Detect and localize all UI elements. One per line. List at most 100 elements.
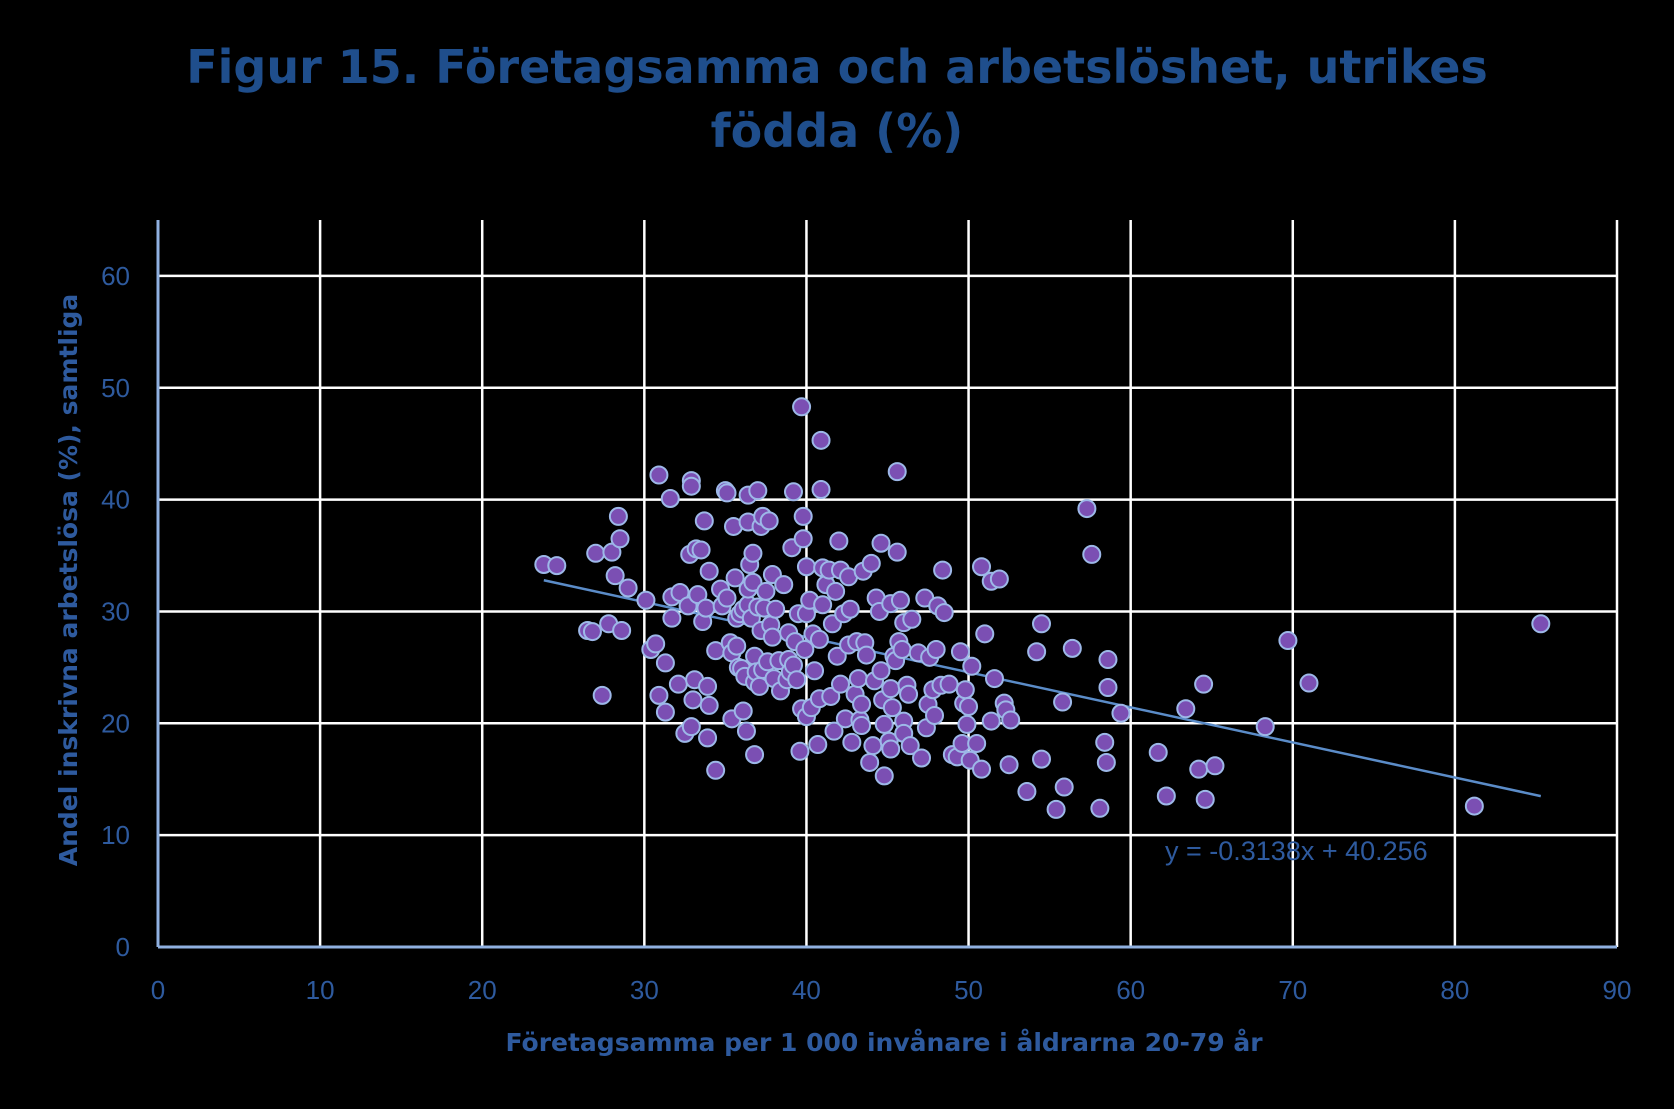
data-point	[874, 766, 894, 786]
data-point	[547, 556, 567, 576]
y-tick-label: 20	[101, 708, 130, 738]
data-point	[808, 735, 828, 755]
data-point	[821, 686, 841, 706]
data-point	[792, 397, 812, 417]
y-tick-label: 40	[101, 485, 130, 515]
data-point	[926, 639, 946, 659]
data-point	[874, 714, 894, 734]
data-point	[1098, 678, 1118, 698]
data-point	[766, 599, 786, 619]
data-point	[962, 656, 982, 676]
data-point	[698, 676, 718, 696]
data-point	[842, 732, 862, 752]
data-point	[743, 572, 763, 592]
data-point	[681, 717, 701, 737]
x-tick-label: 60	[1116, 975, 1145, 1005]
data-point	[1156, 786, 1176, 806]
data-point	[586, 543, 606, 563]
data-point	[717, 588, 737, 608]
data-points	[534, 397, 1551, 819]
data-point	[1001, 710, 1021, 730]
data-point	[736, 721, 756, 741]
data-point	[887, 542, 907, 562]
data-point	[649, 465, 669, 485]
data-point	[852, 694, 872, 714]
data-point	[582, 622, 602, 642]
data-point	[759, 511, 779, 531]
data-point	[925, 705, 945, 725]
x-tick-label: 20	[468, 975, 497, 1005]
data-point	[939, 674, 959, 694]
data-point	[787, 670, 807, 690]
data-point	[681, 476, 701, 496]
data-point	[725, 568, 745, 588]
data-point	[668, 674, 688, 694]
data-point	[950, 642, 970, 662]
data-point	[967, 733, 987, 753]
data-point	[743, 543, 763, 563]
data-point	[655, 702, 675, 722]
tick-labels: 0 10 20 30 40 50 60 70 80 90 0 10 20 30 40 50 60	[101, 261, 1631, 1005]
data-point	[972, 557, 992, 577]
data-point	[829, 531, 849, 551]
chart-title-line-1: Figur 15. Företagsamma och arbetslöshet,…	[186, 40, 1488, 94]
data-point	[605, 566, 625, 586]
y-tick-label: 60	[101, 261, 130, 291]
x-tick-label: 0	[151, 975, 165, 1005]
x-tick-label: 40	[792, 975, 821, 1005]
data-point	[881, 679, 901, 699]
data-point	[811, 480, 831, 500]
data-point	[1111, 703, 1131, 723]
data-point	[1148, 742, 1168, 762]
data-point	[912, 748, 932, 768]
data-point	[955, 680, 975, 700]
data-point	[1082, 544, 1102, 564]
x-axis-title: Företagsamma per 1 000 invånare i åldrar…	[505, 1028, 1263, 1057]
data-point	[756, 581, 776, 601]
data-point	[699, 561, 719, 581]
data-point	[733, 701, 753, 721]
x-tick-label: 80	[1440, 975, 1469, 1005]
data-point	[959, 697, 979, 717]
data-point	[999, 755, 1019, 775]
data-point	[860, 752, 880, 772]
data-point	[691, 540, 711, 560]
data-point	[840, 599, 860, 619]
data-point	[790, 741, 810, 761]
data-point	[933, 560, 953, 580]
data-point	[618, 578, 638, 598]
data-point	[1255, 717, 1275, 737]
chart-title: Figur 15. Företagsamma och arbetslöshet,…	[0, 35, 1674, 163]
data-point	[1299, 673, 1319, 693]
data-point	[871, 533, 891, 553]
data-point	[795, 639, 815, 659]
data-point	[1095, 732, 1115, 752]
data-point	[612, 620, 632, 640]
data-point	[660, 488, 680, 508]
y-tick-label: 50	[101, 373, 130, 403]
data-point	[1531, 614, 1551, 634]
data-point	[662, 608, 682, 628]
data-point	[1098, 650, 1118, 670]
x-tick-label: 10	[306, 975, 335, 1005]
axes	[156, 220, 1617, 949]
data-point	[796, 557, 816, 577]
data-point	[809, 629, 829, 649]
data-point	[706, 760, 726, 780]
y-tick-label: 0	[116, 932, 130, 962]
data-point	[826, 581, 846, 601]
data-point	[745, 745, 765, 765]
data-point	[683, 690, 703, 710]
data-point	[655, 653, 675, 673]
data-point	[608, 506, 628, 526]
data-point	[646, 634, 666, 654]
data-point	[957, 714, 977, 734]
data-point	[902, 609, 922, 629]
x-tick-label: 30	[630, 975, 659, 1005]
data-point	[811, 430, 831, 450]
y-axis-title: Andel inskrivna arbetslösa (%), samtliga	[54, 294, 83, 867]
data-point	[1195, 789, 1215, 809]
data-point	[972, 759, 992, 779]
data-point	[793, 529, 813, 549]
data-point	[852, 716, 872, 736]
